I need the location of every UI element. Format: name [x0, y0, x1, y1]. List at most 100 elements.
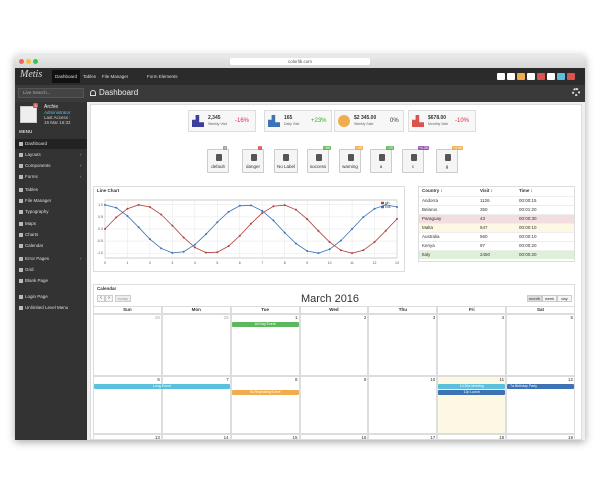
menu-item[interactable]: Forms: [25, 174, 38, 179]
legend-label: cos: [385, 205, 391, 209]
today-button[interactable]: today: [115, 295, 131, 302]
menu-icon: [19, 244, 23, 248]
icon-button[interactable]: danger: [242, 149, 264, 173]
day-number: 15: [292, 435, 298, 440]
header-bar: [15, 85, 585, 102]
menu-item[interactable]: Maps: [25, 221, 37, 226]
min-dot[interactable]: [26, 59, 31, 64]
day-cell[interactable]: [230, 434, 300, 440]
toolbar-icon[interactable]: [537, 73, 545, 80]
toolbar-icon[interactable]: [547, 73, 555, 80]
avatar: [20, 106, 37, 123]
menu-item[interactable]: Error Pages: [25, 256, 50, 261]
menu-item[interactable]: Login Page: [25, 294, 48, 299]
nav-link[interactable]: Tables: [83, 74, 97, 79]
dashboard-icon: [90, 90, 96, 96]
button-icon: [283, 154, 289, 161]
data-point: [317, 229, 320, 232]
toolbar-icon[interactable]: [567, 73, 575, 80]
calendar-event[interactable]: 7a Birthday Party: [507, 384, 574, 389]
search-input[interactable]: Live Search...: [18, 88, 84, 98]
menu-item[interactable]: Layouts: [25, 152, 41, 157]
icon-button[interactable]: a: [370, 149, 392, 173]
data-point: [384, 229, 387, 232]
day-cell[interactable]: [161, 434, 231, 440]
calendar-event[interactable]: 9a Repeating Event: [231, 390, 299, 395]
menu-item[interactable]: Blank Page: [25, 278, 49, 283]
nav-link[interactable]: Form Elements: [147, 74, 178, 79]
data-point: [351, 252, 354, 255]
day-cell[interactable]: [437, 314, 507, 376]
next-button[interactable]: ›: [105, 295, 113, 302]
calendar-event[interactable]: 10:30a Meeting: [438, 384, 506, 389]
table-header[interactable]: Time ↕: [519, 188, 533, 193]
day-cell[interactable]: [93, 314, 162, 376]
nav-link[interactable]: File Manager: [102, 74, 129, 79]
toolbar-icon[interactable]: [507, 73, 515, 80]
menu-item[interactable]: Dashboard: [25, 141, 48, 146]
data-point: [160, 247, 163, 250]
day-cell[interactable]: [299, 376, 369, 434]
prev-button[interactable]: ‹: [97, 295, 105, 302]
day-cell[interactable]: [299, 434, 369, 440]
day-cell[interactable]: [368, 314, 438, 376]
toolbar-icon[interactable]: [557, 73, 565, 80]
day-cell[interactable]: [230, 376, 300, 434]
button-badge: +25: [386, 146, 394, 150]
day-number: 11: [499, 377, 505, 382]
day-cell[interactable]: [161, 314, 231, 376]
toolbar-icon[interactable]: [517, 73, 525, 80]
menu-item[interactable]: Grid: [25, 267, 34, 272]
menu-item[interactable]: Unlimited Level Menu: [25, 305, 69, 310]
close-dot[interactable]: [19, 59, 24, 64]
view-button[interactable]: day: [557, 295, 572, 302]
day-cell[interactable]: [93, 434, 162, 440]
day-cell[interactable]: [368, 434, 438, 440]
view-button[interactable]: month: [527, 295, 542, 302]
browser-chrome: colorlib.com: [15, 55, 585, 68]
table-header[interactable]: Country ↕: [422, 188, 443, 193]
icon-button[interactable]: g: [436, 149, 458, 173]
day-cell[interactable]: [506, 314, 575, 376]
icon-button[interactable]: c: [402, 149, 424, 173]
toolbar-icon[interactable]: [527, 73, 535, 80]
day-cell[interactable]: [437, 434, 507, 440]
data-point: [373, 207, 376, 210]
menu-item[interactable]: Tables: [25, 187, 39, 192]
toolbar-icon[interactable]: [497, 73, 505, 80]
day-number: 7: [226, 377, 229, 382]
data-point: [306, 249, 309, 252]
button-label: danger: [245, 164, 260, 169]
table-cell: 350: [480, 207, 488, 212]
stat-change: -16%: [235, 118, 250, 124]
nav-link[interactable]: Dashboard: [52, 70, 81, 83]
view-button[interactable]: week: [542, 295, 557, 302]
icon-button[interactable]: success: [307, 149, 329, 173]
menu-item[interactable]: File Manager: [25, 198, 52, 203]
icon-button[interactable]: default: [207, 149, 229, 173]
menu-item[interactable]: Typography: [25, 209, 49, 214]
icon-button[interactable]: No Label: [274, 149, 298, 173]
data-point: [362, 216, 365, 219]
table-header[interactable]: Visit ↕: [480, 188, 493, 193]
day-cell[interactable]: [299, 314, 369, 376]
calendar-event[interactable]: All Day Event: [231, 322, 299, 327]
table-row: [419, 214, 574, 223]
table-cell: 00:00:30: [519, 216, 537, 221]
url-bar[interactable]: colorlib.com: [230, 58, 370, 65]
settings-icon[interactable]: [572, 88, 580, 96]
table-cell: 2450: [480, 252, 491, 257]
menu-icon: [19, 153, 23, 157]
day-cell[interactable]: [368, 376, 438, 434]
calendar-event[interactable]: Long Event: [94, 384, 230, 389]
y-tick-label: 0.5: [98, 215, 103, 219]
menu-item[interactable]: Components: [25, 163, 51, 168]
day-cell[interactable]: [506, 434, 575, 440]
menu-item[interactable]: Charts: [25, 232, 39, 237]
x-tick-label: 0: [104, 261, 106, 265]
calendar-event[interactable]: 12p Lunch: [438, 390, 506, 395]
menu-item[interactable]: Calendar: [25, 243, 44, 248]
max-dot[interactable]: [33, 59, 38, 64]
icon-button[interactable]: warning: [339, 149, 361, 173]
menu-icon: [19, 188, 23, 192]
